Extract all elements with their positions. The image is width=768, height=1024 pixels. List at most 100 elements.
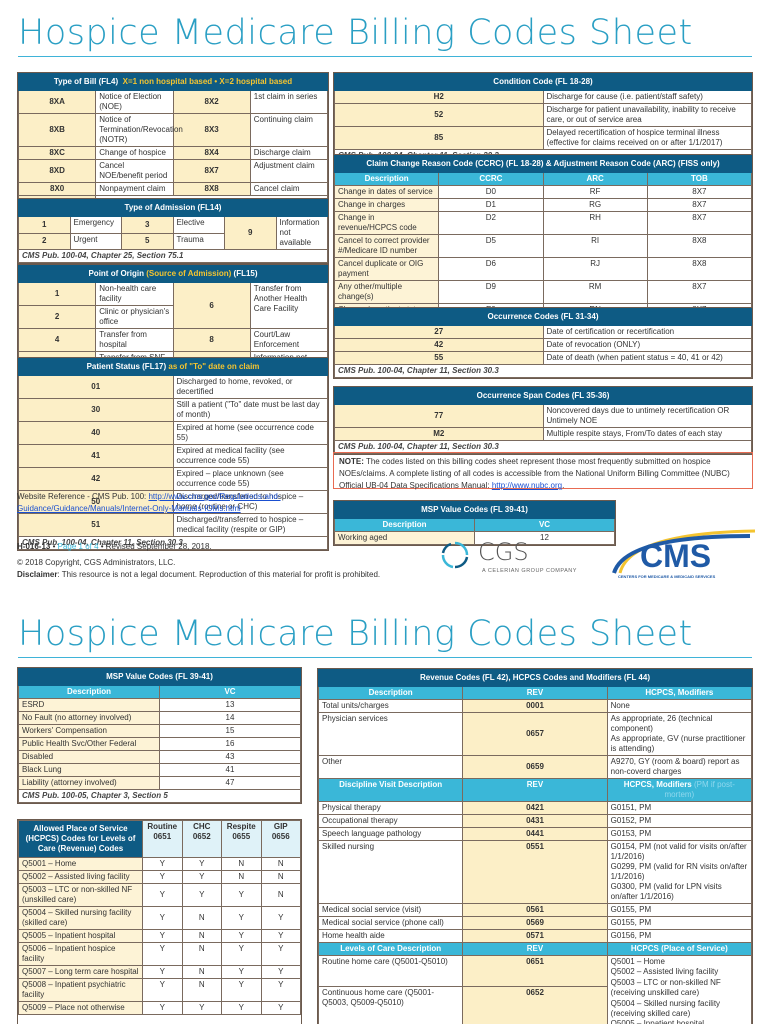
- table-cell: Continuous home care (Q5001-Q5003, Q5009…: [318, 986, 464, 1024]
- table-cell: CMS Pub. 100-04, Chapter 11, Section 30.…: [334, 440, 752, 454]
- table-cell: D1: [438, 198, 544, 212]
- table-cell: Q5002 – Assisted living facility: [18, 870, 143, 884]
- cms-manuals-link[interactable]: http://www.cms.gov/Regulations-and-Guida…: [17, 492, 281, 513]
- table-cell: 16: [159, 737, 301, 751]
- table-header-cell: REV: [462, 942, 608, 956]
- table-cell: Q5001 – Home: [18, 857, 143, 871]
- patient-status-table: Patient Status (FL17) as of "To" date on…: [17, 357, 329, 551]
- table-cell: Discharge for cause (i.e. patient/staff …: [542, 90, 752, 104]
- table-cell: Routine home care (Q5001-Q5010): [318, 954, 464, 988]
- table-cell: Discharged to home, revoked, or decertif…: [172, 375, 328, 399]
- cms-swoosh-icon: [612, 529, 756, 574]
- table-header-cell: CHC 0652: [181, 820, 222, 858]
- table-cell: Occupational therapy: [318, 814, 464, 828]
- table-cell: 6: [172, 282, 251, 329]
- table-header-cell: Patient Status (FL17) as of "To" date on…: [18, 358, 328, 376]
- table-cell: 8X7: [172, 159, 251, 183]
- table-header-cell: REV: [462, 778, 608, 802]
- table-cell: Disabled: [18, 750, 160, 764]
- table-cell: 8X4: [172, 146, 251, 160]
- website-reference: Website Reference - CMS Pub. 100: http:/…: [17, 492, 281, 513]
- table-cell: 15: [159, 724, 301, 738]
- table-header-cell: HCPCS (Place of Service): [606, 942, 752, 956]
- cgs-swirl-icon: [441, 541, 469, 569]
- table-cell: 8X7: [646, 185, 753, 199]
- footer: H-016-13 • Page 1 of 4 • Revised Septemb…: [17, 542, 381, 579]
- occurrence-span-table: Occurrence Span Codes (FL 35-36) 77 Nonco…: [333, 386, 753, 455]
- table-cell: Non-health care facility: [95, 282, 174, 306]
- table-cell: 8XB: [17, 113, 97, 147]
- table-cell: RI: [542, 234, 648, 258]
- table-cell: 9: [224, 216, 277, 250]
- table-cell: Skilled nursing: [318, 840, 464, 904]
- table-cell: Notice of Termination/Revocation (NOTR): [95, 113, 183, 147]
- table-cell: 8X8: [646, 234, 753, 258]
- table-cell: Physical therapy: [318, 801, 464, 815]
- table-cell: Cancel NOE/benefit period: [95, 159, 174, 183]
- condition-code-table: Condition Code (FL 18-28) H2 Discharge fo…: [333, 72, 753, 164]
- table-cell: Discharge for patient unavailability, in…: [542, 103, 752, 127]
- table-cell: Y: [181, 857, 222, 871]
- table-cell: 8X7: [646, 198, 753, 212]
- type-of-admission-table: Type of Admission (FL14) 1 Emergency 3 Elec…: [17, 198, 329, 264]
- table-cell: Cancel duplicate or OIG payment: [333, 257, 440, 281]
- table-cell: Change of hospice: [95, 146, 174, 160]
- table-cell: N: [181, 942, 222, 966]
- page-title-2: Hospice Medicare Billing Codes Sheet: [18, 611, 752, 658]
- table-header-cell: Occurrence Codes (FL 31-34): [334, 308, 752, 326]
- type-of-bill-header: Type of Bill (FL4) X=1 non hospital base…: [18, 73, 328, 91]
- table-cell: Adjustment claim: [249, 159, 329, 183]
- table-cell: 0651: [462, 954, 608, 988]
- table-cell: 0561: [462, 903, 608, 917]
- table-cell: 0571: [462, 929, 608, 943]
- table-cell: D5: [438, 234, 544, 258]
- table-cell: Date of death (when patient status = 40,…: [542, 351, 752, 365]
- nubc-link[interactable]: http://www.nubc.org: [491, 481, 563, 490]
- cms-logo: CMS CENTERS FOR MEDICARE & MEDICAID SERV…: [610, 528, 760, 583]
- table-cell: Y: [221, 929, 262, 943]
- table-cell: 3: [121, 216, 174, 234]
- table-cell: 0421: [462, 801, 608, 815]
- table-cell: 01: [18, 375, 174, 399]
- table-cell: None: [606, 699, 752, 713]
- table-header-cell: Description: [318, 686, 464, 700]
- table-cell: Multiple respite stays, From/To dates of…: [542, 427, 752, 441]
- table-cell: 0001: [462, 699, 608, 713]
- table-header-cell: Discipline Visit Description: [318, 778, 464, 802]
- table-cell: Y: [221, 965, 262, 979]
- table-cell: Y: [181, 1001, 222, 1015]
- table-header-cell: Description: [18, 685, 160, 699]
- table-cell: Any other/multiple change(s): [333, 280, 440, 304]
- table-header-cell: Levels of Care Description: [318, 942, 464, 956]
- table-cell: Expired at medical facility (see occurre…: [172, 444, 328, 468]
- table-cell: RH: [542, 211, 648, 235]
- table-cell: N: [260, 883, 301, 907]
- table-cell: 8: [172, 328, 251, 352]
- table-cell: Liability (attorney involved): [18, 776, 160, 790]
- table-cell: 13: [159, 698, 301, 712]
- table-cell: Y: [260, 942, 301, 966]
- cgs-logo: CGS A CELERIAN GROUP COMPANY: [440, 538, 590, 580]
- table-cell: Y: [221, 978, 262, 1002]
- table-cell: Urgent: [69, 232, 122, 250]
- table-cell: Y: [260, 929, 301, 943]
- note-box: NOTE: The codes listed on this billing c…: [333, 452, 753, 490]
- table-cell: Black Lung: [18, 763, 160, 777]
- table-cell: Physician services: [318, 712, 464, 756]
- table-cell: G0152, PM: [606, 814, 752, 828]
- table-cell: 0569: [462, 916, 608, 930]
- msp-value-codes-table: MSP Value Codes (FL 39-41) Description VC…: [17, 667, 302, 804]
- table-cell: Q5008 – Inpatient psychiatric facility: [18, 978, 143, 1002]
- table-cell: Expired at home (see occurrence code 55): [172, 421, 328, 445]
- table-cell: Trauma: [172, 232, 225, 250]
- table-cell: 51: [18, 513, 174, 537]
- table-cell: G0155, PM: [606, 903, 752, 917]
- table-cell: Medical social service (visit): [318, 903, 464, 917]
- table-cell: N: [221, 857, 262, 871]
- table-cell: 0659: [462, 755, 608, 779]
- table-cell: Date of revocation (ONLY): [542, 338, 752, 352]
- table-cell: Y: [260, 1001, 301, 1015]
- table-cell: Y: [181, 870, 222, 884]
- table-cell: 0441: [462, 827, 608, 841]
- table-cell: CMS Pub. 100-04, Chapter 25, Section 75.…: [18, 249, 328, 263]
